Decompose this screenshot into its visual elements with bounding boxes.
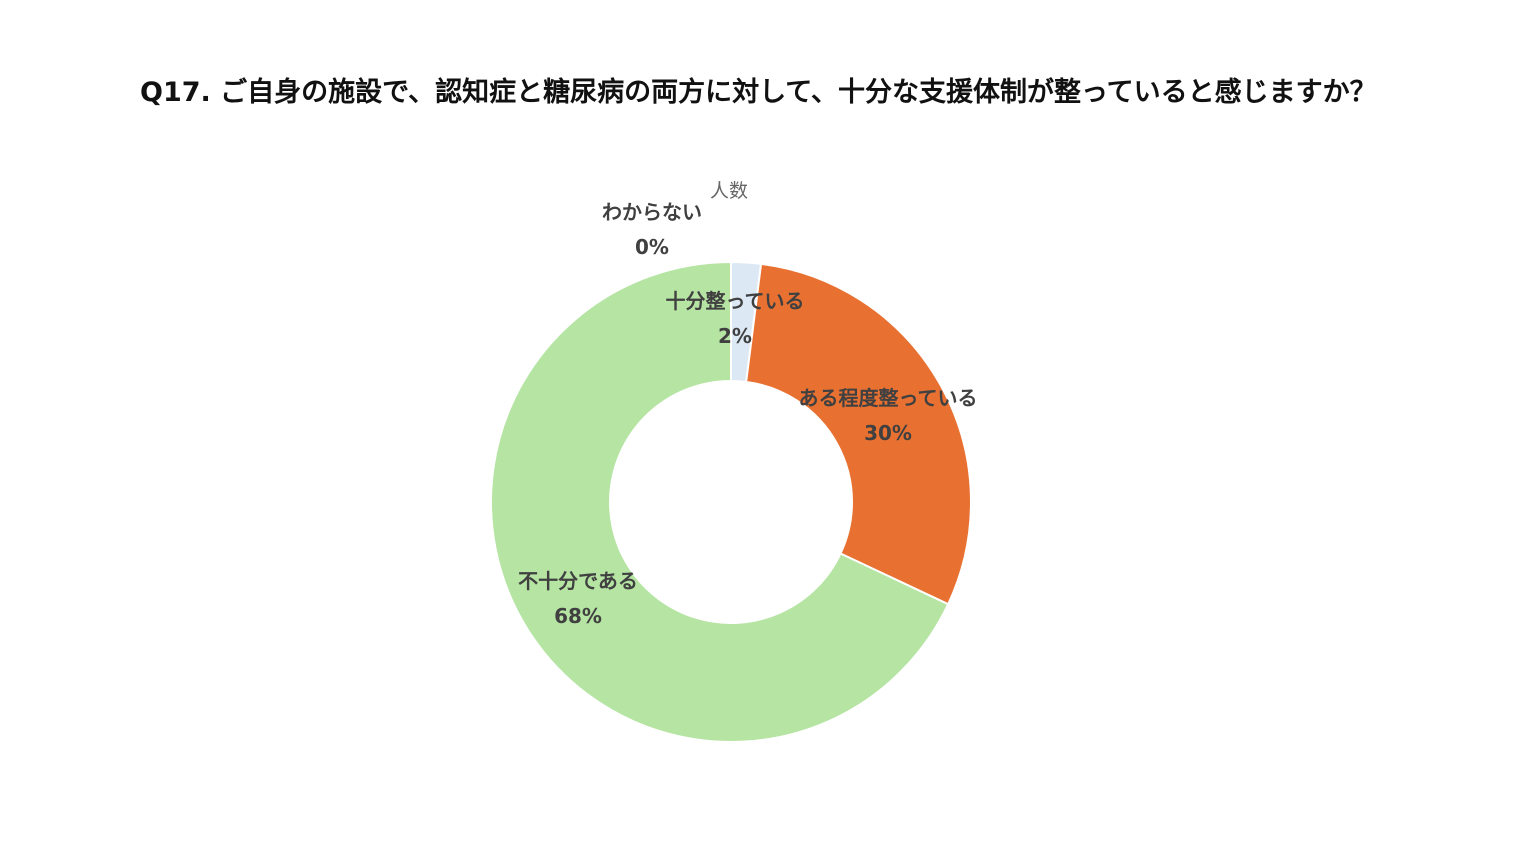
question-title: Q17. ご自身の施設で、認知症と糖尿病の両方に対して、十分な支援体制が整ってい…: [140, 77, 1377, 108]
percent-label: 2%: [718, 324, 752, 348]
data-label-1: 十分整っている 2%: [666, 284, 805, 354]
percent-label: 30%: [864, 421, 912, 445]
data-label-4: わからない 0%: [602, 195, 702, 265]
chart-title: 人数: [710, 180, 749, 202]
data-label-3: 不十分である 68%: [518, 564, 638, 634]
category-label: 不十分である: [518, 569, 638, 593]
slice-2: [745, 262, 972, 606]
category-label: わからない: [602, 200, 702, 224]
percent-label: 68%: [554, 604, 602, 628]
data-label-2: ある程度整っている 30%: [799, 381, 978, 451]
category-label: 十分整っている: [665, 289, 805, 313]
percent-label: 0%: [635, 235, 669, 259]
category-label: ある程度整っている: [798, 386, 978, 410]
slice-3: [490, 260, 950, 743]
